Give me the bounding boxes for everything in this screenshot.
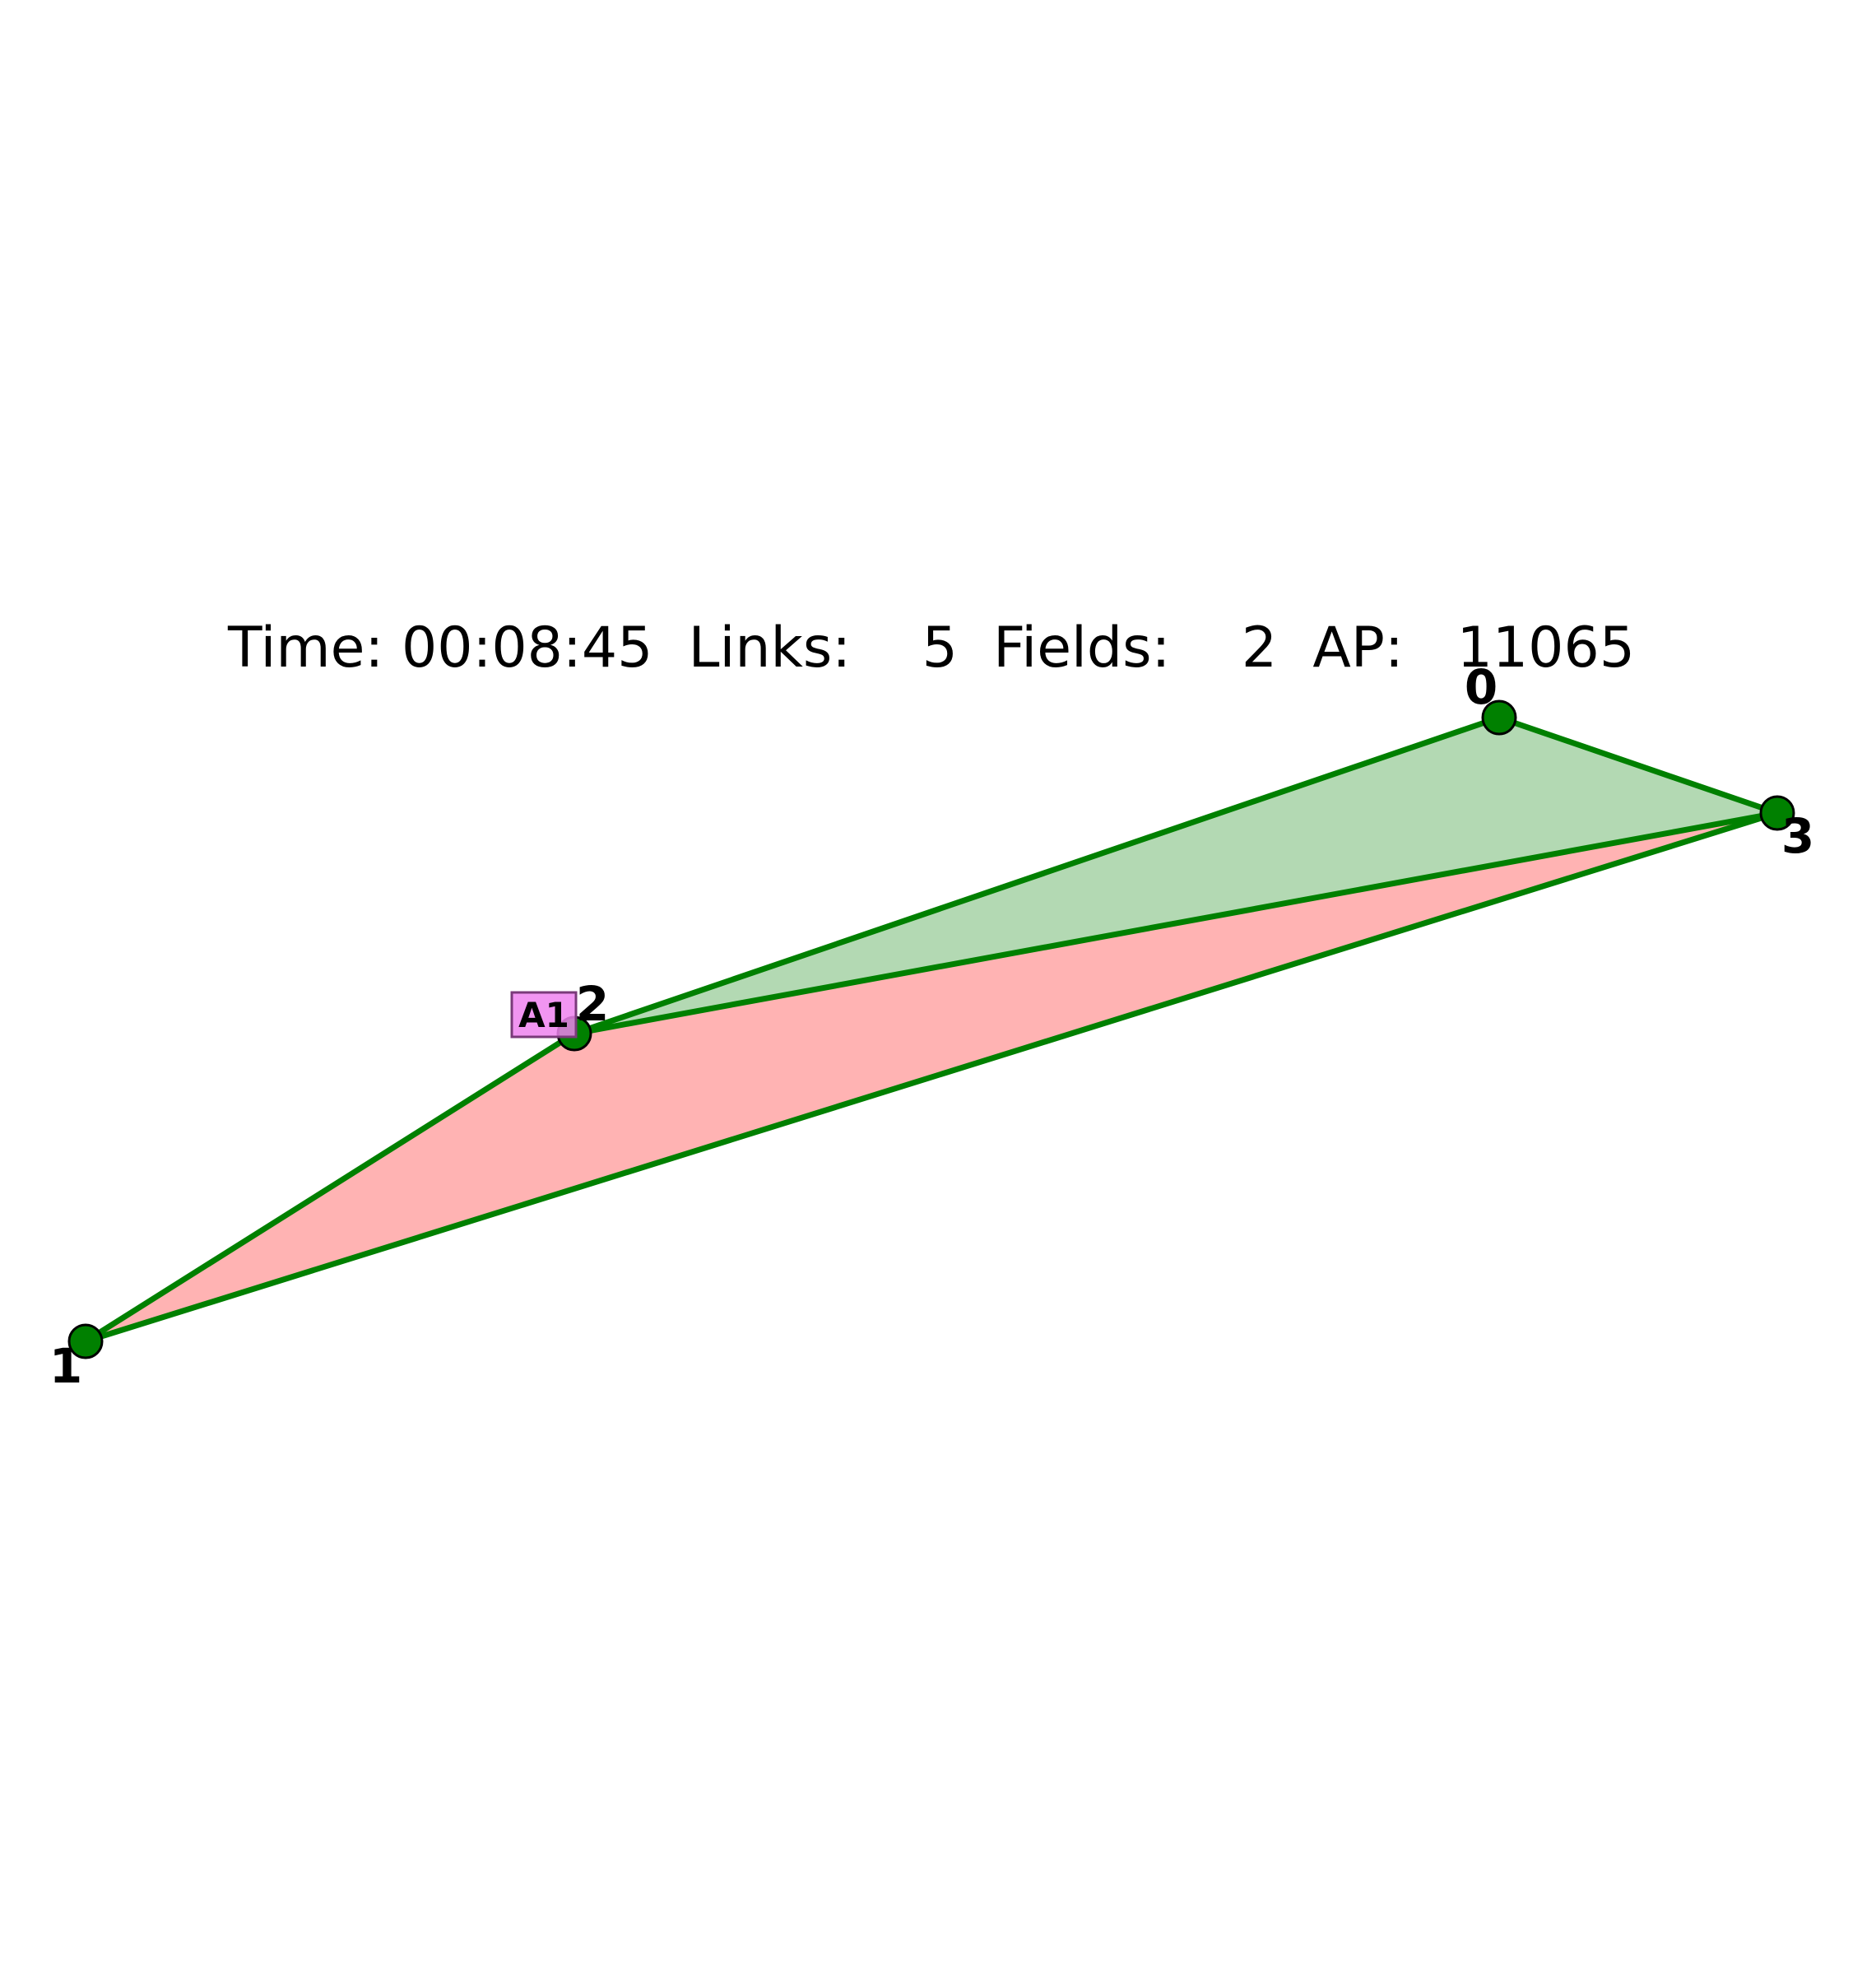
agents-layer: A1 bbox=[510, 991, 578, 1039]
portal-0[interactable] bbox=[1481, 699, 1517, 736]
links-layer bbox=[82, 714, 1781, 1345]
agent-label: A1 bbox=[518, 995, 569, 1035]
field-0-2-3 bbox=[574, 718, 1777, 1034]
agent-marker-a1: A1 bbox=[510, 991, 578, 1039]
portal-labels-layer: 0 1 2 3 bbox=[49, 659, 1814, 1394]
link-0-3 bbox=[1496, 714, 1781, 816]
fields-layer bbox=[86, 718, 1777, 1341]
link-0-2 bbox=[571, 714, 1502, 1037]
portal-label-3: 3 bbox=[1781, 808, 1814, 864]
portal-label-0: 0 bbox=[1465, 659, 1498, 715]
link-1-3 bbox=[82, 810, 1781, 1345]
portal-label-1: 1 bbox=[49, 1338, 82, 1394]
portal-label-2: 2 bbox=[576, 976, 609, 1032]
status-line: Time: 00:08:45 Links: 5 Fields: 2 AP: 11… bbox=[227, 616, 1635, 681]
portal-3[interactable] bbox=[1759, 795, 1795, 831]
portal-1[interactable] bbox=[67, 1323, 104, 1359]
link-2-3 bbox=[571, 810, 1781, 1037]
link-1-2 bbox=[82, 1030, 578, 1345]
agent-badge bbox=[510, 991, 578, 1039]
